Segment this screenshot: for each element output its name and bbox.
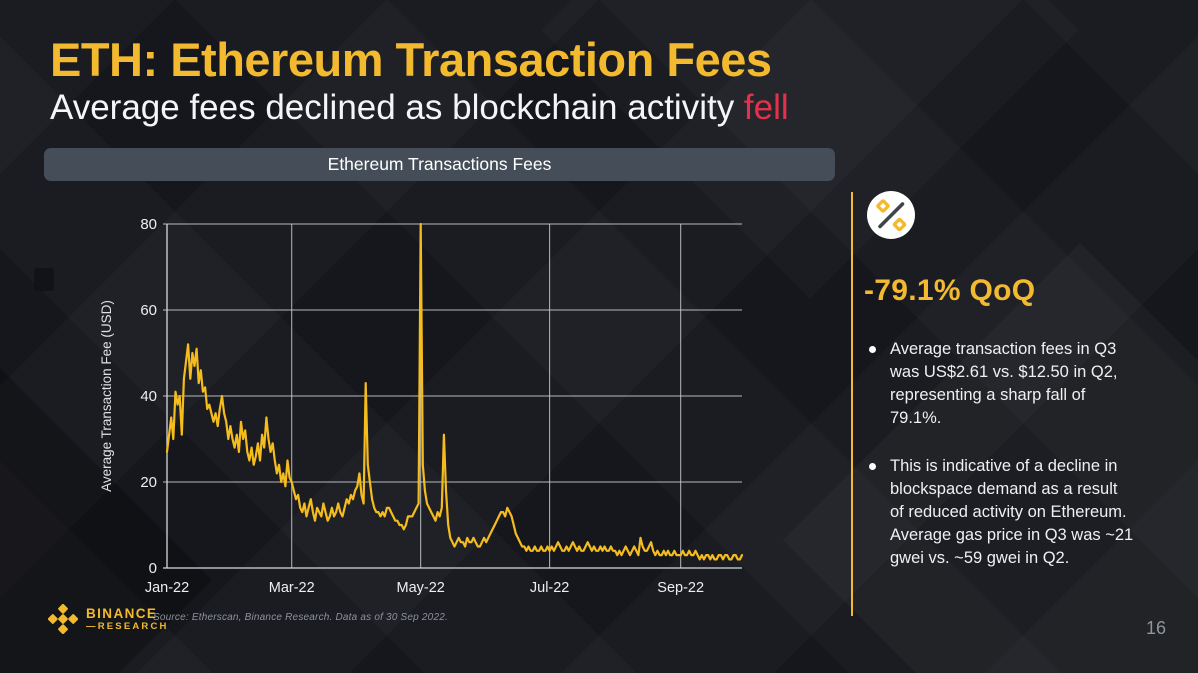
svg-text:80: 80 [140, 216, 157, 233]
bullet-item: Average transaction fees in Q3 was US$2.… [866, 338, 1190, 430]
vertical-divider [851, 192, 853, 616]
logo-wordmark: BINANCE —RESEARCH [86, 605, 169, 632]
chart-area: 0 20 40 60 80 Jan-22 Mar-22 May-22 Jul-22 Sep-22 A… [90, 210, 790, 610]
decor-square [34, 268, 54, 291]
bullet-item: This is indicative of a decline in block… [866, 455, 1190, 570]
subtitle-text: Average fees declined as blockchain acti… [50, 88, 744, 127]
svg-text:Average Transaction Fee (USD): Average Transaction Fee (USD) [99, 300, 114, 492]
callout-bullet-list: Average transaction fees in Q3 was US$2.… [866, 338, 1190, 595]
slide-title: ETH: Ethereum Transaction Fees [50, 33, 772, 86]
svg-text:0: 0 [149, 560, 157, 577]
svg-text:Jul-22: Jul-22 [530, 580, 570, 596]
binance-research-logo: BINANCE —RESEARCH [48, 604, 169, 634]
svg-text:May-22: May-22 [396, 580, 444, 596]
transaction-fee-line-chart: 0 20 40 60 80 Jan-22 Mar-22 May-22 Jul-22 Sep-22 A… [99, 216, 744, 596]
svg-text:Jan-22: Jan-22 [145, 580, 189, 596]
logo-text-binance: BINANCE [86, 605, 158, 621]
binance-diamond-icon [48, 604, 78, 634]
logo-text-research: —RESEARCH [86, 621, 169, 632]
chart-title-label: Ethereum Transactions Fees [327, 154, 552, 174]
subtitle-highlight: fell [743, 88, 789, 127]
svg-text:40: 40 [140, 388, 157, 405]
percent-icon-glyph [876, 199, 907, 232]
qoq-headline: -79.1% QoQ [864, 274, 1036, 307]
svg-text:Mar-22: Mar-22 [269, 580, 315, 596]
svg-text:60: 60 [140, 302, 157, 319]
page-number: 16 [1145, 618, 1166, 638]
svg-text:20: 20 [140, 474, 157, 491]
percent-icon [867, 191, 915, 239]
chart-title-bar: Ethereum Transactions Fees [44, 148, 835, 181]
source-note: Source: Etherscan, Binance Research. Dat… [153, 612, 448, 623]
slide-subtitle: Average fees declined as blockchain acti… [50, 88, 789, 128]
svg-text:Sep-22: Sep-22 [657, 580, 704, 596]
